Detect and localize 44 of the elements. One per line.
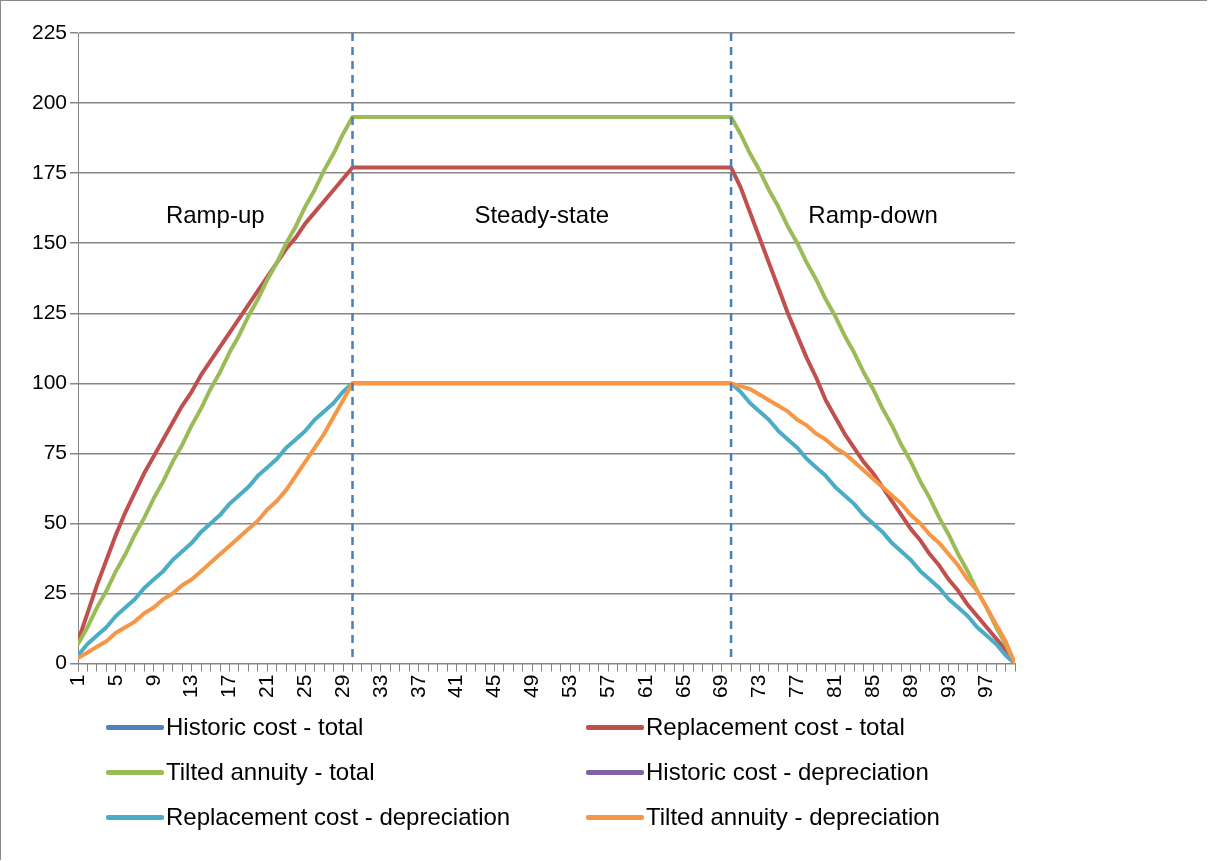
legend-label: Tilted annuity - depreciation (646, 803, 940, 831)
x-tick-label: 49 (519, 674, 543, 698)
x-tick-label: 69 (708, 674, 732, 698)
x-tick-label: 33 (367, 674, 391, 698)
x-tick-label: 81 (821, 674, 845, 698)
legend-label: Replacement cost - depreciation (166, 803, 511, 831)
legend-label: Replacement cost - total (646, 713, 905, 741)
y-tick-label: 50 (43, 510, 68, 534)
x-tick-label: 53 (556, 674, 580, 698)
x-tick-label: 61 (632, 674, 656, 698)
x-tick-label: 13 (178, 674, 202, 698)
x-tick-label: 17 (216, 674, 240, 698)
x-tick-label: 37 (405, 674, 429, 698)
y-tick-label: 225 (31, 19, 68, 43)
annotation: Ramp-down (808, 200, 938, 228)
x-tick-label: 41 (443, 674, 467, 698)
y-tick-label: 100 (31, 370, 68, 394)
annotation: Steady-state (474, 200, 610, 228)
x-tick-label: 85 (859, 674, 883, 698)
legend-label: Tilted annuity - total (166, 758, 375, 786)
y-tick-label: 150 (31, 230, 68, 254)
legend-label: Historic cost - total (166, 713, 364, 741)
x-tick-label: 57 (594, 674, 618, 698)
x-tick-label: 97 (973, 674, 997, 698)
x-tick-label: 21 (254, 674, 278, 698)
x-tick-label: 65 (670, 674, 694, 698)
x-tick-label: 5 (102, 674, 126, 687)
annotation: Ramp-up (165, 200, 265, 228)
x-tick-label: 1 (64, 674, 88, 687)
y-tick-label: 25 (43, 580, 68, 604)
legend-label: Historic cost - depreciation (646, 758, 929, 786)
x-tick-label: 25 (291, 674, 315, 698)
y-tick-label: 0 (55, 650, 68, 674)
x-tick-label: 89 (897, 674, 921, 698)
x-tick-label: 73 (746, 674, 770, 698)
x-tick-label: 45 (481, 674, 505, 698)
y-tick-label: 125 (31, 300, 68, 324)
x-tick-label: 9 (140, 674, 164, 687)
x-tick-label: 77 (784, 674, 808, 698)
y-tick-label: 200 (31, 89, 68, 113)
x-tick-label: 93 (935, 674, 959, 698)
y-tick-label: 175 (31, 159, 68, 183)
x-tick-label: 29 (329, 674, 353, 698)
y-tick-label: 75 (43, 440, 68, 464)
